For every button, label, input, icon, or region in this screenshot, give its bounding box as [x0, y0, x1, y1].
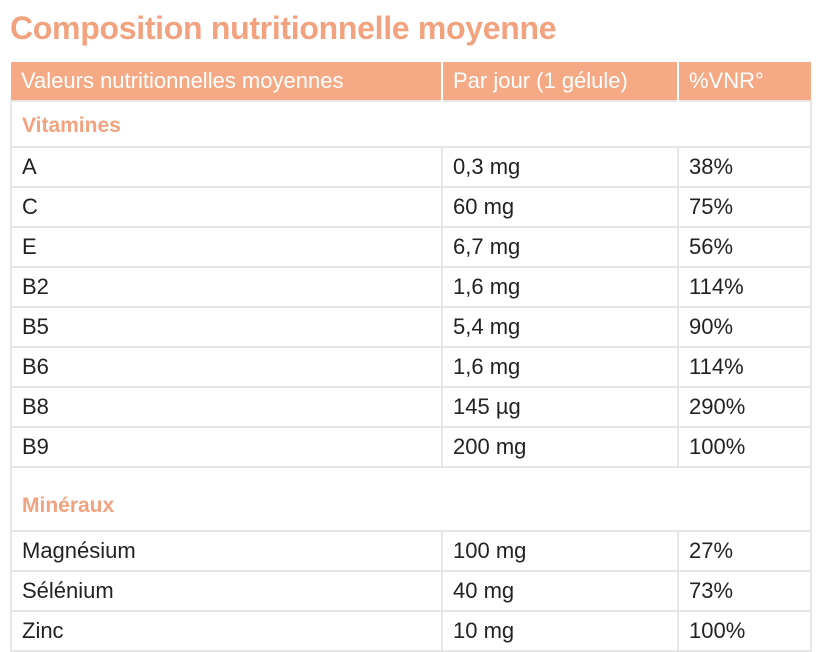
page-title: Composition nutritionnelle moyenne [10, 10, 557, 46]
vnr-percent: 90% [677, 306, 812, 348]
section-header-vitamines: Vitamines [10, 100, 812, 148]
daily-amount: 60 mg [441, 186, 679, 228]
header-nutrient: Valeurs nutritionnelles moyennes [11, 62, 443, 101]
nutrient-name: Sélénium [10, 570, 443, 612]
table-row: B9 200 mg 100% [10, 426, 812, 468]
nutrient-name: A [10, 146, 443, 188]
nutrient-name: B6 [10, 346, 443, 388]
vnr-percent: 73% [677, 570, 812, 612]
header-per-day: Par jour (1 gélule) [442, 62, 679, 101]
section-header-mineraux: Minéraux [10, 466, 812, 532]
section-title: Vitamines [10, 100, 812, 148]
nutrient-name: B5 [10, 306, 443, 348]
vnr-percent: 27% [677, 530, 812, 572]
daily-amount: 1,6 mg [441, 346, 679, 388]
table-row: Zinc 10 mg 100% [10, 610, 812, 652]
table-row: A 0,3 mg 38% [10, 146, 812, 188]
table-row: C 60 mg 75% [10, 186, 812, 228]
daily-amount: 1,6 mg [441, 266, 679, 308]
section-title: Minéraux [10, 466, 812, 532]
nutrient-name: B9 [10, 426, 443, 468]
nutrient-name: C [10, 186, 443, 228]
table-row: Magnésium 100 mg 27% [10, 530, 812, 572]
nutrition-table: Valeurs nutritionnelles moyennes Par jou… [10, 62, 812, 652]
table-row: B8 145 µg 290% [10, 386, 812, 428]
table-row: E 6,7 mg 56% [10, 226, 812, 268]
daily-amount: 0,3 mg [441, 146, 679, 188]
vnr-percent: 114% [677, 266, 812, 308]
nutrient-name: E [10, 226, 443, 268]
header-vnr: %VNR° [678, 62, 811, 101]
vnr-percent: 38% [677, 146, 812, 188]
table-row: B2 1,6 mg 114% [10, 266, 812, 308]
vnr-percent: 290% [677, 386, 812, 428]
table-row: B6 1,6 mg 114% [10, 346, 812, 388]
table-header-row: Valeurs nutritionnelles moyennes Par jou… [11, 62, 811, 101]
daily-amount: 5,4 mg [441, 306, 679, 348]
vnr-percent: 56% [677, 226, 812, 268]
vnr-percent: 100% [677, 610, 812, 652]
daily-amount: 145 µg [441, 386, 679, 428]
daily-amount: 40 mg [441, 570, 679, 612]
daily-amount: 10 mg [441, 610, 679, 652]
table-row: B5 5,4 mg 90% [10, 306, 812, 348]
nutrient-name: Magnésium [10, 530, 443, 572]
vnr-percent: 75% [677, 186, 812, 228]
vnr-percent: 114% [677, 346, 812, 388]
daily-amount: 200 mg [441, 426, 679, 468]
daily-amount: 100 mg [441, 530, 679, 572]
nutrient-name: B8 [10, 386, 443, 428]
daily-amount: 6,7 mg [441, 226, 679, 268]
nutrient-name: Zinc [10, 610, 443, 652]
vnr-percent: 100% [677, 426, 812, 468]
nutrient-name: B2 [10, 266, 443, 308]
table-row: Sélénium 40 mg 73% [10, 570, 812, 612]
